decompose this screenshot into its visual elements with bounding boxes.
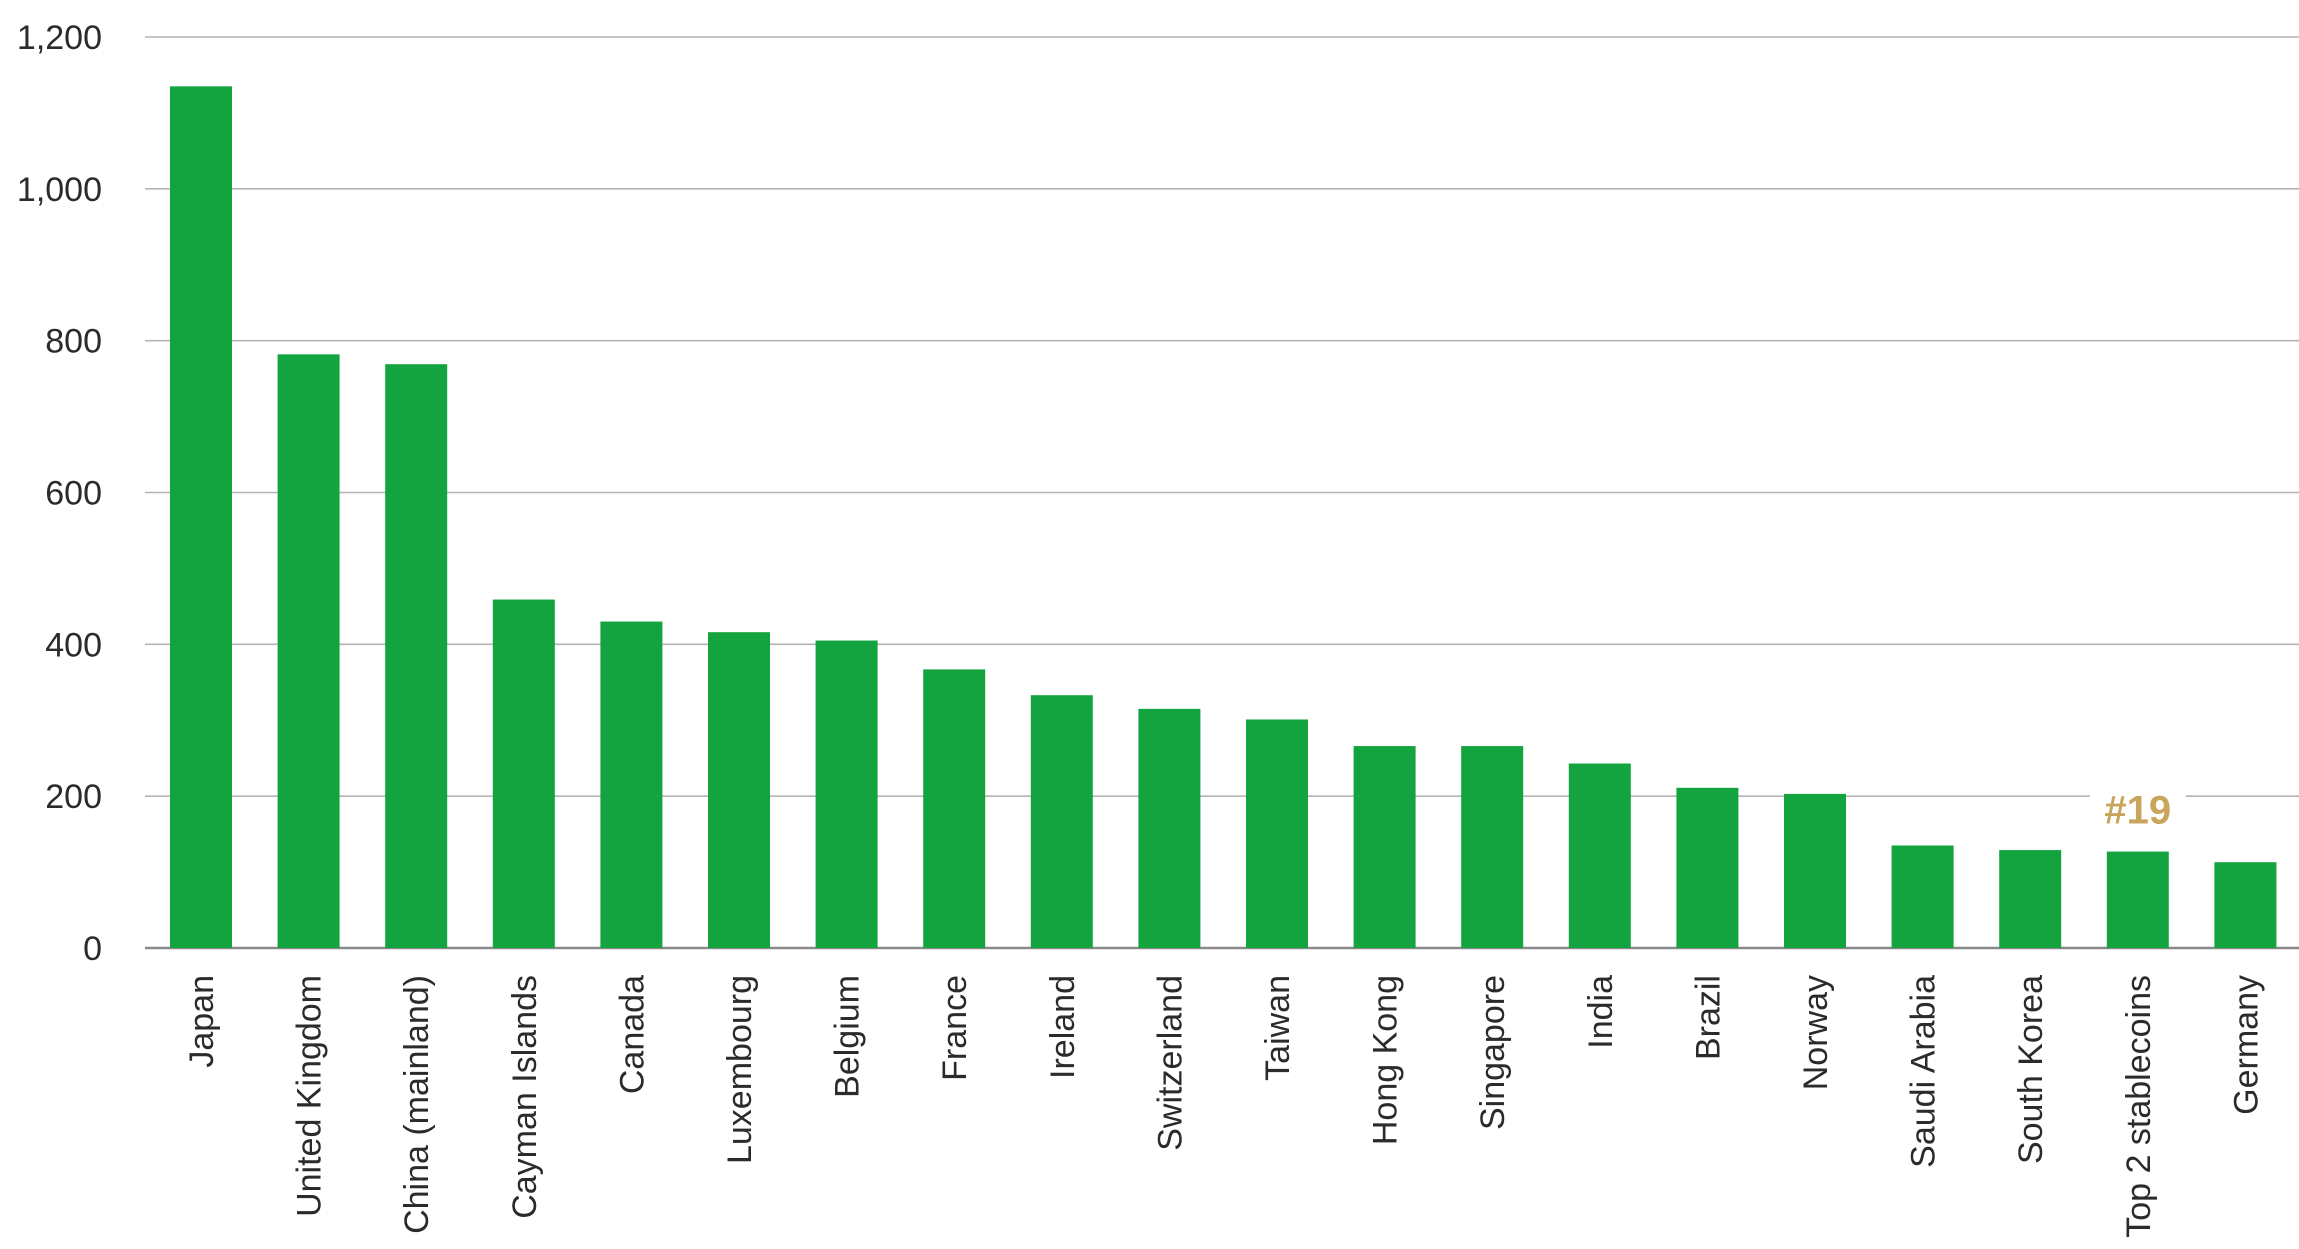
x-tick-label: Switzerland [1151, 975, 1189, 1151]
bar [170, 86, 232, 949]
bar [1030, 695, 1093, 948]
bar [1784, 793, 1846, 948]
x-tick-label: Norway [1797, 975, 1835, 1090]
y-tick-label: 1,000 [17, 171, 102, 209]
bar [1676, 787, 1739, 948]
x-tick-label: Taiwan [1259, 975, 1297, 1081]
bar [600, 621, 663, 948]
y-axis-ticks: 0 200 400 600 800 1,000 1,200 [17, 19, 102, 968]
y-tick-label: 800 [45, 323, 102, 361]
x-tick-label: France [936, 975, 974, 1081]
bar [385, 364, 448, 949]
bar [815, 640, 878, 948]
x-tick-label: Top 2 stablecoins [2120, 975, 2158, 1238]
y-tick-label: 600 [45, 475, 102, 513]
bar [1568, 763, 1631, 948]
x-tick-label: Japan [183, 975, 221, 1068]
bar [1246, 719, 1308, 948]
bar [708, 632, 770, 948]
x-tick-label: Hong Kong [1367, 975, 1405, 1145]
x-tick-label: Saudi Arabia [1905, 975, 1943, 1168]
bar [277, 354, 340, 948]
bar [2214, 862, 2277, 948]
annotation-background [2089, 781, 2186, 834]
bar [1353, 746, 1416, 948]
bar [2106, 851, 2169, 948]
bar [1461, 746, 1524, 948]
y-tick-label: 0 [83, 930, 102, 968]
x-tick-label: Luxembourg [721, 975, 759, 1164]
bar [923, 669, 986, 948]
x-tick-label: Singapore [1474, 975, 1512, 1130]
rank-annotation: #19 [2104, 789, 2171, 833]
x-tick-label: Brazil [1689, 975, 1727, 1060]
x-tick-label: Ireland [1044, 975, 1082, 1079]
x-tick-label: India [1582, 975, 1620, 1049]
x-tick-label: Belgium [829, 975, 867, 1098]
y-tick-label: 400 [45, 626, 102, 664]
bar [1891, 845, 1954, 948]
bars [170, 86, 2277, 949]
gridlines [145, 36, 2299, 950]
x-tick-label: Germany [2227, 975, 2265, 1115]
y-tick-label: 200 [45, 778, 102, 816]
x-tick-label: Cayman Islands [506, 975, 544, 1219]
x-tick-label: United Kingdom [291, 975, 329, 1217]
bar [492, 599, 555, 948]
x-axis-labels: Japan United Kingdom China (mainland) Cayma… [183, 975, 2265, 1238]
x-tick-label: China (mainland) [398, 975, 436, 1234]
x-tick-label: Canada [613, 975, 651, 1094]
x-tick-label: South Korea [2012, 975, 2050, 1164]
annotations: #19 [2089, 781, 2186, 834]
y-tick-label: 1,200 [17, 19, 102, 57]
bar [1999, 850, 2062, 948]
bar [1138, 708, 1201, 948]
